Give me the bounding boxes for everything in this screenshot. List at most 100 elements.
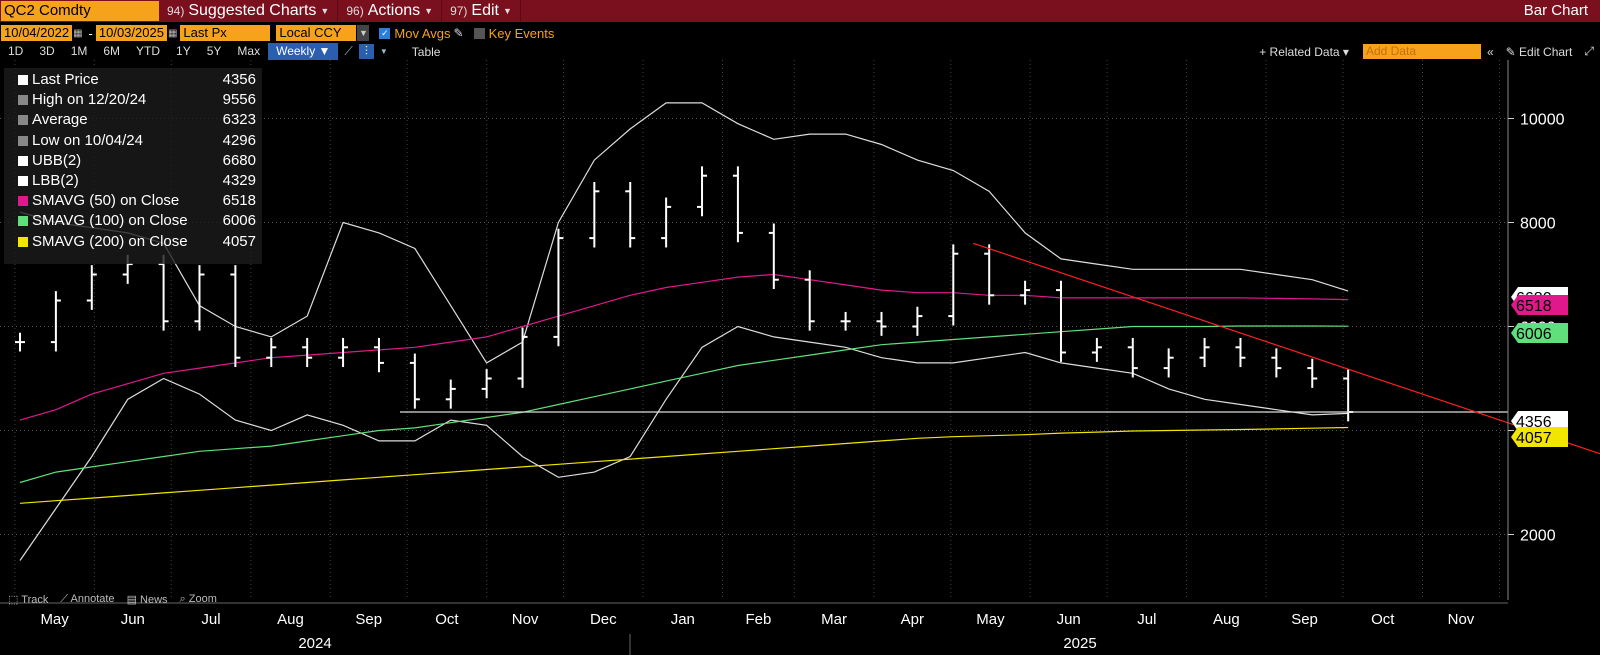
line-chart-icon[interactable]: ⟋: [344, 44, 353, 58]
series-line: [19, 325, 1349, 561]
collapse-icon[interactable]: «: [1486, 44, 1494, 59]
x-tick-label: Jan: [671, 611, 695, 628]
legend-item[interactable]: LBB(2) 4329: [4, 171, 262, 191]
tag-shape: [1511, 427, 1568, 447]
news-tool[interactable]: ▤ News: [126, 594, 168, 606]
x-tick-label: Jul: [1137, 611, 1156, 628]
legend-label: Last Price: [32, 71, 99, 88]
price-bar: [373, 337, 384, 373]
x-tick-label: Nov: [512, 611, 539, 628]
menu-number: 96): [346, 4, 364, 18]
add-data-input[interactable]: Add Data: [1362, 44, 1481, 59]
pencil-icon[interactable]: ✎: [453, 26, 464, 40]
annotate-tool[interactable]: ⟋ Annotate: [60, 593, 115, 605]
period-ytd[interactable]: YTD: [136, 44, 161, 58]
calendar-icon[interactable]: ▦: [73, 27, 83, 39]
x-tick-label: Aug: [277, 611, 304, 628]
legend-item[interactable]: Low on 10/04/24 4296: [4, 131, 262, 151]
related-data-button[interactable]: + Related Data ▾: [1259, 44, 1349, 59]
ticker-field[interactable]: QC2 Comdty: [1, 1, 159, 21]
date-separator: -: [88, 25, 93, 41]
x-tick-label: Oct: [1371, 611, 1395, 628]
legend-panel[interactable]: Last Price 4356 High on 12/20/24 9556 Averag…: [4, 68, 262, 264]
period-max[interactable]: Max: [237, 44, 261, 58]
price-bar: [517, 327, 528, 388]
price-bar: [1055, 280, 1066, 362]
price-bar: [589, 181, 600, 248]
chart-tools: ⬚ Track ⟋ Annotate ▤ News ⌕ Zoom: [8, 593, 217, 606]
price-bar: [15, 332, 25, 352]
caret-down-icon: ▼: [424, 6, 434, 16]
axis-price-tag: 6518: [1511, 295, 1568, 315]
axis-price-tag: 6006: [1511, 323, 1568, 343]
y-tick-label: 6000: [1520, 320, 1556, 337]
legend-label: SMAVG (200) on Close: [32, 232, 188, 250]
frequency-select[interactable]: Weekly ▼: [268, 43, 339, 60]
tag-shape: [1511, 411, 1568, 431]
price-bar: [266, 337, 277, 368]
price-bar: [409, 353, 420, 409]
period-3d[interactable]: 3D: [39, 44, 55, 58]
page-title: Bar Chart: [1523, 2, 1588, 19]
tag-shape: [1511, 287, 1568, 307]
legend-swatch: [18, 115, 28, 126]
price-field-select[interactable]: Last Px: [180, 25, 271, 41]
currency-select[interactable]: Local CCY: [276, 25, 357, 41]
start-date-field[interactable]: 10/04/2022: [1, 25, 73, 41]
legend-label: Average: [32, 111, 88, 129]
price-bar: [1343, 369, 1354, 422]
price-bar: [158, 254, 169, 331]
actions-menu[interactable]: 96) Actions ▼: [338, 0, 443, 22]
zoom-tool[interactable]: ⌕ Zoom: [179, 593, 217, 605]
price-bar: [1199, 337, 1210, 368]
legend-item[interactable]: SMAVG (100) on Close 6006: [4, 211, 262, 231]
legend-item[interactable]: UBB(2) 6680: [4, 151, 262, 171]
legend-label: High on 12/20/24: [32, 91, 147, 109]
end-date-field[interactable]: 10/03/2025: [95, 25, 167, 41]
bar-chart-icon[interactable]: ⫶: [358, 44, 374, 59]
chevron-down-icon[interactable]: ▼: [379, 47, 388, 56]
price-bar: [984, 244, 995, 305]
key-events-checkbox[interactable]: [473, 27, 485, 39]
legend-swatch: [18, 75, 28, 85]
news-label: News: [140, 594, 168, 606]
legend-swatch: [18, 216, 28, 227]
edit-chart-button[interactable]: ✎ Edit Chart: [1505, 44, 1573, 59]
period-1d[interactable]: 1D: [8, 44, 24, 58]
price-bar: [1307, 358, 1318, 388]
legend-label: SMAVG (100) on Close: [32, 212, 188, 230]
suggested-charts-menu[interactable]: 94) Suggested Charts ▼: [159, 0, 339, 22]
legend-item[interactable]: Average 6323: [4, 110, 262, 130]
table-button[interactable]: Table: [411, 44, 441, 59]
expand-icon[interactable]: ⤢: [1584, 44, 1594, 58]
y-tick-label: 10000: [1520, 112, 1565, 129]
calendar-icon[interactable]: ▦: [167, 27, 178, 39]
legend-label: UBB(2): [32, 151, 82, 169]
period-6m[interactable]: 6M: [103, 44, 121, 58]
chevron-down-icon[interactable]: ▼: [357, 25, 370, 41]
legend-label: Low on 10/04/24: [32, 131, 143, 149]
mov-avgs-checkbox[interactable]: ✓: [379, 27, 391, 39]
legend-item[interactable]: SMAVG (50) on Close 6518: [4, 191, 262, 211]
price-bar: [194, 265, 205, 331]
trendline: [973, 242, 1600, 455]
y-tick-label: 2000: [1520, 528, 1556, 545]
edit-menu[interactable]: 97) Edit ▼: [442, 0, 521, 22]
period-5y[interactable]: 5Y: [206, 44, 222, 58]
legend-value: 4296: [222, 131, 256, 149]
period-1y[interactable]: 1Y: [176, 44, 191, 58]
legend-item[interactable]: High on 12/20/24 9556: [4, 90, 262, 110]
legend-item[interactable]: Last Price 4356: [4, 70, 262, 90]
period-1m[interactable]: 1M: [70, 44, 88, 58]
menu-label: Edit: [471, 2, 499, 19]
legend-value: 9556: [222, 91, 256, 109]
x-tick-label: Feb: [746, 611, 772, 628]
price-bar: [661, 197, 672, 248]
axis-price-tag: 4057: [1511, 427, 1568, 447]
x-axis: May Jun Jul Aug Sep Oct Nov Dec Jan Feb Mar Apr May J…: [0, 602, 1508, 655]
tag-shape: [1511, 323, 1568, 343]
x-tick-label: Jun: [121, 611, 145, 628]
legend-item[interactable]: SMAVG (200) on Close 4057: [4, 232, 262, 252]
track-tool[interactable]: ⬚ Track: [8, 594, 49, 606]
